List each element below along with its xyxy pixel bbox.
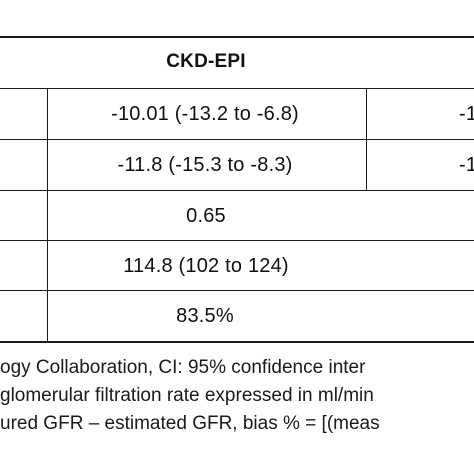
column-divider-right [366,89,367,190]
table-row-border-4 [0,290,474,291]
footnote-line-2: glomerular filtration rate expressed in … [0,385,374,406]
table-top-border [0,36,474,38]
footnote-line-3: ured GFR – estimated GFR, bias % = [(mea… [0,413,380,434]
table-cell-ckd-epi-row-5: 83.5% [176,305,234,327]
table-row-border-1 [0,139,474,140]
table-cell-next-col-row-1: -1 [459,103,474,125]
table-cell-ckd-epi-row-4: 114.8 (102 to 124) [123,255,289,277]
column-header-ckd-epi: CKD-EPI [166,51,246,72]
table-cell-ckd-epi-row-3: 0.65 [186,205,226,227]
table-header-border [0,88,474,89]
table-cell-ckd-epi-row-1: -10.01 (-13.2 to -6.8) [111,103,299,125]
table-row-border-2 [0,190,474,191]
table-cell-next-col-row-2: -1 [459,154,474,176]
table-row-border-3 [0,240,474,241]
table-bottom-border [0,341,474,343]
table-cell-ckd-epi-row-2: -11.8 (-15.3 to -8.3) [117,154,293,176]
footnote-line-1: ogy Collaboration, CI: 95% confidence in… [0,357,366,378]
column-divider-left [47,89,48,341]
